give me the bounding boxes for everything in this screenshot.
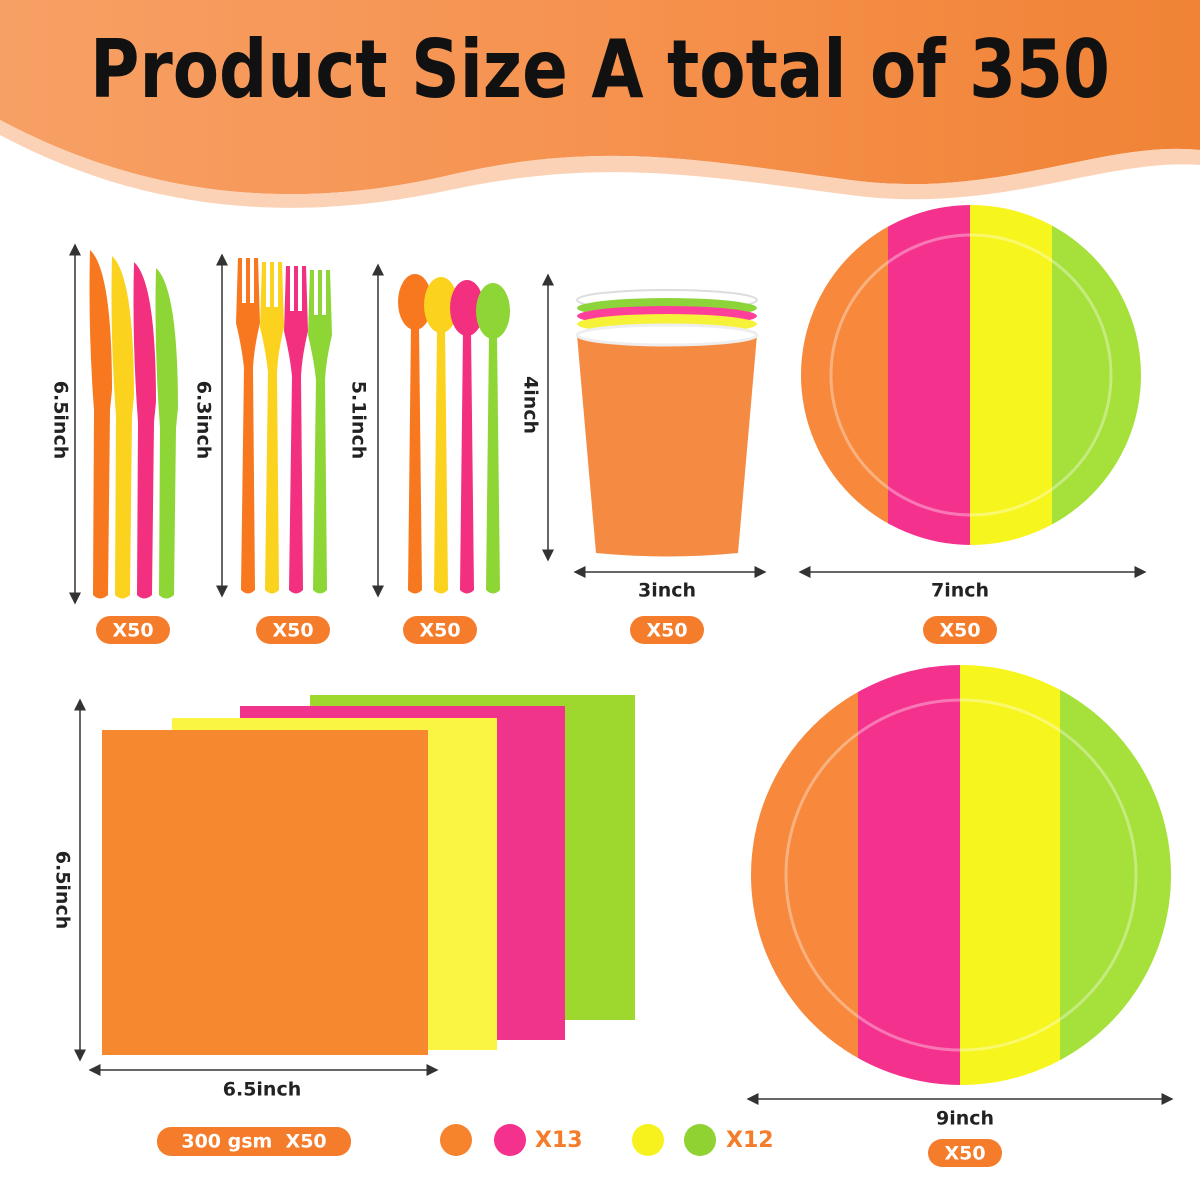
badge <box>157 1127 351 1156</box>
badge <box>928 1139 1002 1167</box>
title: Product Size A total of 350 <box>90 23 1110 116</box>
small-plate <box>801 205 1141 545</box>
utensil <box>133 262 156 599</box>
header-wave <box>0 120 1200 208</box>
napkins <box>102 695 635 1055</box>
color-dot <box>494 1124 526 1156</box>
spoon-count: X50 <box>419 620 460 642</box>
color-dot <box>440 1124 472 1156</box>
utensil <box>155 268 178 599</box>
utensil <box>408 325 422 594</box>
color-count: X13 <box>535 1128 583 1153</box>
utensil <box>89 250 112 599</box>
large-plate <box>751 665 1171 1085</box>
utensil <box>308 270 332 594</box>
utensil <box>450 280 484 336</box>
napkin-width: 6.5inch <box>223 1079 302 1101</box>
utensil <box>236 258 260 594</box>
knife-count: X50 <box>112 620 153 642</box>
cup-width: 3inch <box>638 580 696 602</box>
cup-height: 4inch <box>520 376 542 434</box>
utensil <box>424 277 458 333</box>
utensil <box>476 283 510 339</box>
color-count: X12 <box>726 1128 774 1153</box>
knife-size: 6.5inch <box>50 381 72 460</box>
cup-count: X50 <box>646 620 687 642</box>
small-plate-size: 7inch <box>931 580 989 602</box>
cutlery <box>89 250 510 599</box>
utensil <box>111 256 134 599</box>
utensil <box>460 331 474 594</box>
utensil <box>260 262 284 594</box>
color-dot <box>632 1124 664 1156</box>
utensil <box>398 274 432 330</box>
utensil <box>284 266 308 594</box>
napkin-badge: 300 gsm X50 <box>181 1131 326 1153</box>
utensil <box>434 328 448 594</box>
small-plate-count: X50 <box>939 620 980 642</box>
spoon-size: 5.1inch <box>348 381 370 460</box>
badges: X50 X50 X50 X50 X50 <box>96 616 997 644</box>
large-plate-size: 9inch <box>936 1108 994 1130</box>
color-dot <box>684 1124 716 1156</box>
utensil <box>486 334 500 594</box>
cups <box>575 289 759 557</box>
fork-count: X50 <box>272 620 313 642</box>
fork-size: 6.3inch <box>193 381 215 460</box>
large-plate-count: X50 <box>944 1143 985 1165</box>
header-band <box>0 0 1200 195</box>
napkin-height: 6.5inch <box>52 851 74 930</box>
